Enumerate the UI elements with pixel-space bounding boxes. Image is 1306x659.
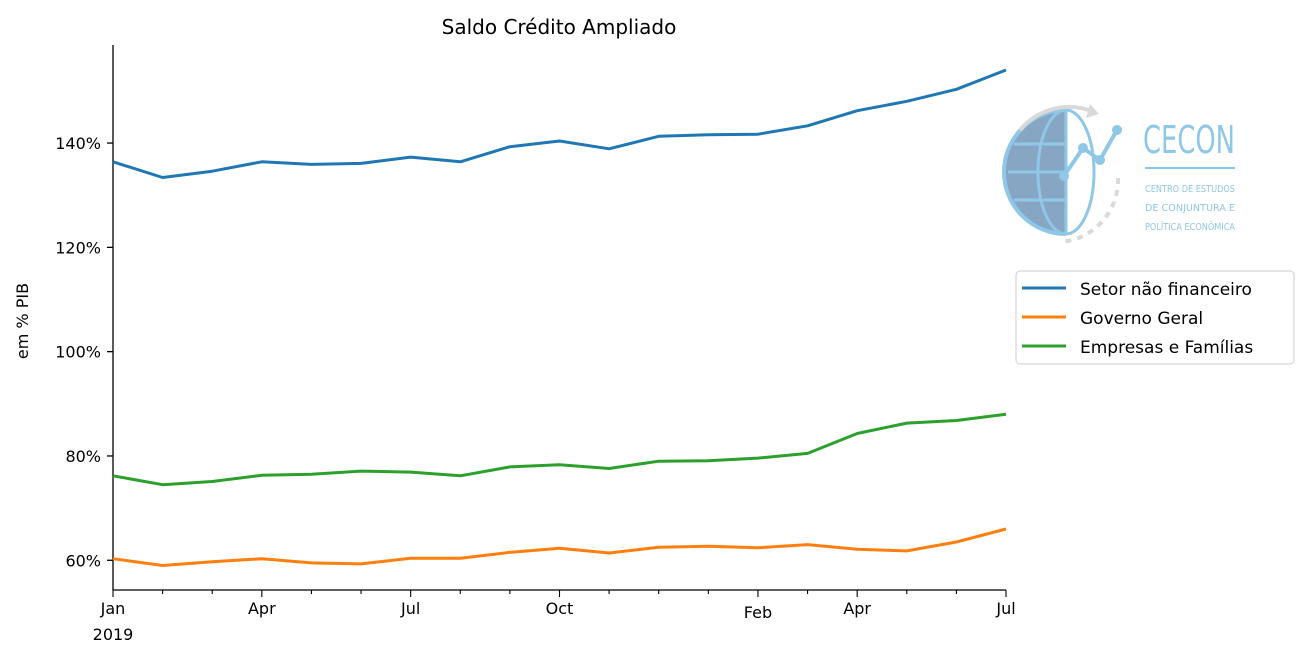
legend: Setor não financeiro Governo Geral Empre… [1015, 270, 1295, 365]
legend-box [1015, 270, 1295, 365]
series-lines [112, 68, 1007, 567]
x-tick-sublabel: 2019 [93, 625, 134, 644]
chart-title: Saldo Crédito Ampliado [442, 15, 677, 39]
logo-subtitle-2: DE CONJUNTURA E [1145, 203, 1235, 214]
y-tick-label: 80% [65, 447, 101, 466]
x-ticks: Jan 2019 Apr Jul Oct Feb Apr Jul [93, 590, 1016, 644]
x-tick-label: Jul [400, 599, 420, 618]
legend-label-empresas: Empresas e Famílias [1080, 338, 1253, 358]
legend-label-setor: Setor não financeiro [1080, 280, 1252, 300]
x-tick-label: Jul [995, 599, 1015, 618]
series-line-1 [112, 68, 1007, 179]
x-tick-label: Feb [744, 603, 772, 622]
y-axis-label: em % PIB [13, 283, 32, 359]
series-line-2 [112, 527, 1007, 567]
y-ticks: 60% 80% 100% 120% 140% [55, 134, 113, 570]
cecon-logo: CECON CENTRO DE ESTUDOS DE CONJUNTURA E … [1002, 104, 1235, 244]
y-tick-label: 120% [55, 238, 101, 257]
x-tick-label: Apr [248, 599, 276, 618]
x-tick-label: Jan [100, 599, 126, 618]
logo-subtitle-3: POLÍTICA ECONÔMICA [1145, 220, 1235, 233]
axes [112, 45, 1006, 591]
y-tick-label: 140% [55, 134, 101, 153]
legend-label-governo: Governo Geral [1080, 309, 1203, 329]
x-tick-label: Oct [546, 599, 574, 618]
logo-name: CECON [1143, 118, 1235, 162]
logo-subtitle-1: CENTRO DE ESTUDOS [1145, 184, 1235, 195]
x-tick-label: Apr [843, 599, 871, 618]
y-tick-label: 100% [55, 343, 101, 362]
series-line-3 [112, 412, 1007, 487]
globe-icon [1002, 104, 1122, 244]
y-tick-label: 60% [65, 551, 101, 570]
